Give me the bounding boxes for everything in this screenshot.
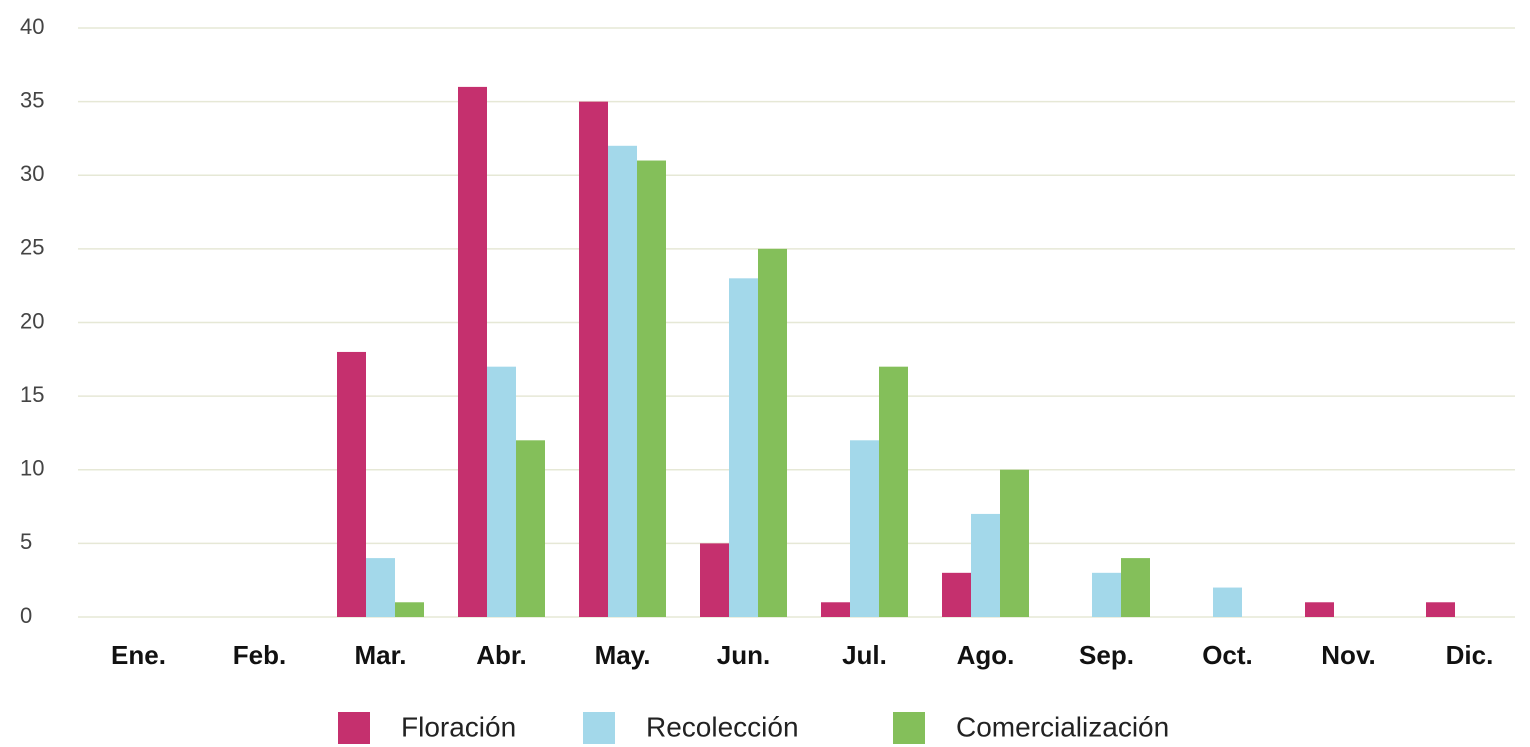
bar [487, 366, 516, 617]
bar [337, 351, 366, 617]
bar [971, 513, 1000, 617]
x-tick-label: Mar. [354, 640, 406, 670]
y-tick-label: 35 [20, 87, 44, 112]
bar [395, 602, 424, 617]
legend-label: Floración [401, 711, 516, 742]
legend-swatch [338, 712, 370, 744]
bar [366, 558, 395, 617]
y-tick-label: 0 [20, 603, 32, 628]
legend-swatch [583, 712, 615, 744]
bar [729, 278, 758, 617]
bar [579, 101, 608, 617]
bar [758, 248, 787, 617]
bar [821, 602, 850, 617]
x-tick-label: May. [595, 640, 651, 670]
x-tick-label: Ago. [957, 640, 1015, 670]
x-tick-label: Nov. [1321, 640, 1375, 670]
bar [458, 86, 487, 617]
y-tick-label: 25 [20, 235, 44, 260]
bar [700, 543, 729, 617]
x-tick-label: Sep. [1079, 640, 1134, 670]
y-tick-label: 10 [20, 456, 44, 481]
x-tick-label: Abr. [476, 640, 527, 670]
y-tick-label: 30 [20, 161, 44, 186]
legend-label: Comercialización [956, 711, 1169, 742]
bar [1092, 572, 1121, 617]
x-tick-label: Feb. [233, 640, 286, 670]
y-tick-label: 15 [20, 382, 44, 407]
x-tick-label: Jun. [717, 640, 770, 670]
x-tick-label: Jul. [842, 640, 887, 670]
bar [879, 366, 908, 617]
y-tick-label: 20 [20, 308, 44, 333]
x-tick-label: Ene. [111, 640, 166, 670]
bar [516, 440, 545, 617]
bar [1121, 558, 1150, 617]
y-tick-label: 40 [20, 14, 44, 39]
legend-label: Recolección [646, 711, 799, 742]
y-tick-label: 5 [20, 529, 32, 554]
bar [850, 440, 879, 617]
bar [942, 572, 971, 617]
bar [637, 160, 666, 617]
x-tick-label: Dic. [1446, 640, 1494, 670]
bar [1000, 469, 1029, 617]
bar [1305, 602, 1334, 617]
x-tick-label: Oct. [1202, 640, 1253, 670]
bar [1213, 587, 1242, 617]
bar [1426, 602, 1455, 617]
bar [608, 145, 637, 618]
legend-swatch [893, 712, 925, 744]
